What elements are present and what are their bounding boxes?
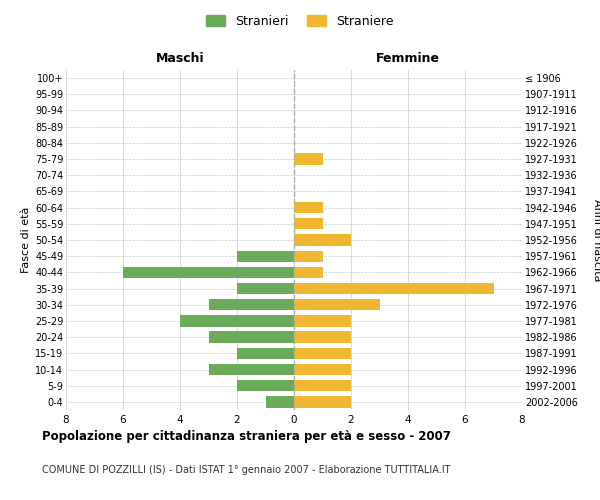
Bar [294, 332, 351, 343]
Text: Maschi: Maschi [155, 52, 205, 65]
Bar [294, 283, 493, 294]
Text: Popolazione per cittadinanza straniera per età e sesso - 2007: Popolazione per cittadinanza straniera p… [42, 430, 451, 443]
Bar [209, 364, 294, 375]
Bar [294, 348, 351, 359]
Bar [180, 316, 294, 326]
Bar [294, 364, 351, 375]
Bar [123, 266, 294, 278]
Bar [237, 348, 294, 359]
Text: Femmine: Femmine [376, 52, 440, 65]
Bar [265, 396, 294, 407]
Y-axis label: Fasce di età: Fasce di età [20, 207, 31, 273]
Bar [237, 250, 294, 262]
Bar [294, 396, 351, 407]
Bar [237, 380, 294, 392]
Legend: Stranieri, Straniere: Stranieri, Straniere [203, 11, 397, 32]
Bar [294, 316, 351, 326]
Bar [294, 250, 323, 262]
Bar [209, 299, 294, 310]
Bar [237, 283, 294, 294]
Text: COMUNE DI POZZILLI (IS) - Dati ISTAT 1° gennaio 2007 - Elaborazione TUTTITALIA.I: COMUNE DI POZZILLI (IS) - Dati ISTAT 1° … [42, 465, 451, 475]
Bar [294, 234, 351, 246]
Bar [294, 380, 351, 392]
Y-axis label: Anni di nascita: Anni di nascita [592, 198, 600, 281]
Bar [294, 218, 323, 230]
Bar [294, 154, 323, 164]
Bar [294, 266, 323, 278]
Bar [294, 202, 323, 213]
Bar [294, 299, 380, 310]
Bar [209, 332, 294, 343]
